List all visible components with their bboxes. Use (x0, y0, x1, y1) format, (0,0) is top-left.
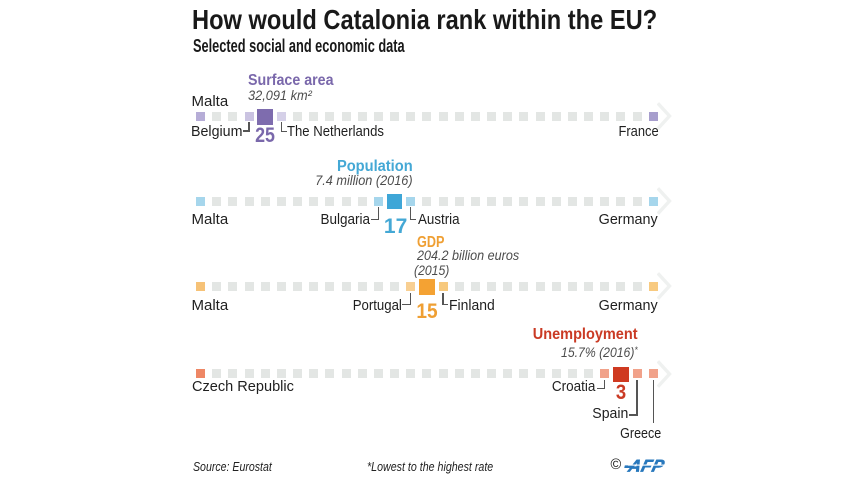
svg-text:AFP: AFP (626, 456, 666, 476)
